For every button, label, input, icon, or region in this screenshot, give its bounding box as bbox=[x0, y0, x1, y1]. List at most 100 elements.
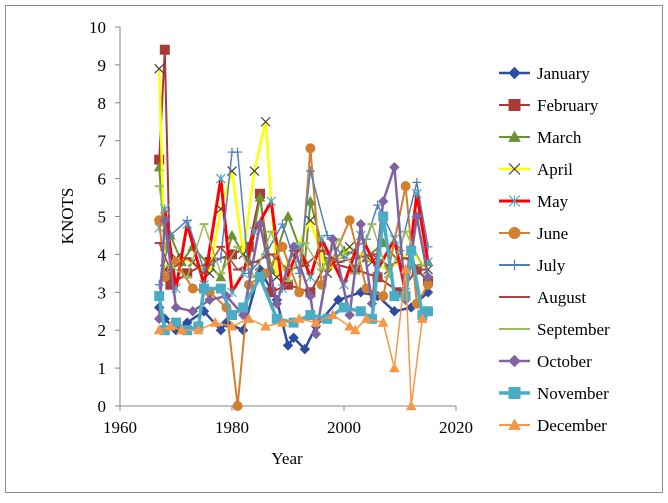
data-point-october bbox=[389, 162, 400, 173]
legend-label: November bbox=[537, 384, 609, 403]
data-point-december bbox=[344, 320, 355, 331]
data-point-october bbox=[254, 218, 266, 230]
y-tick-label: 3 bbox=[98, 283, 107, 302]
legend-marker-october bbox=[508, 354, 521, 368]
legend-item-october: October bbox=[499, 352, 592, 371]
legend: January February March April May June July Augu… bbox=[499, 64, 610, 435]
data-point-december bbox=[153, 324, 165, 335]
data-point-april bbox=[305, 215, 316, 226]
data-point-october bbox=[411, 211, 423, 222]
legend-label: July bbox=[537, 256, 566, 275]
legend-item-december: December bbox=[499, 416, 607, 435]
legend-marker-july bbox=[509, 259, 520, 271]
data-point-november bbox=[199, 283, 209, 294]
data-point-november bbox=[171, 317, 181, 328]
data-point-december bbox=[310, 317, 322, 327]
data-point-december bbox=[209, 317, 221, 327]
y-tick-label: 4 bbox=[98, 245, 107, 264]
legend-item-november: November bbox=[499, 384, 609, 403]
x-tick-label: 1960 bbox=[103, 418, 137, 437]
data-point-march bbox=[226, 229, 238, 240]
data-point-april bbox=[249, 166, 260, 176]
series-december bbox=[153, 264, 428, 411]
data-point-november bbox=[215, 283, 226, 294]
data-point-december bbox=[327, 309, 339, 320]
legend-label: January bbox=[537, 64, 590, 83]
data-point-december bbox=[277, 317, 288, 327]
y-tick-label: 1 bbox=[98, 359, 107, 378]
data-point-november bbox=[389, 291, 400, 302]
y-tick-label: 9 bbox=[98, 56, 107, 75]
legend-item-may: May bbox=[499, 192, 569, 211]
data-point-october bbox=[327, 234, 339, 245]
data-point-october bbox=[237, 309, 249, 321]
x-axis-label: Year bbox=[271, 449, 303, 468]
series-line-december bbox=[158, 268, 424, 407]
data-point-december bbox=[165, 320, 176, 331]
data-point-january bbox=[215, 324, 227, 336]
legend-label: April bbox=[537, 160, 573, 179]
legend-label: May bbox=[537, 192, 569, 211]
data-point-december bbox=[400, 264, 411, 274]
y-tick-label: 2 bbox=[98, 321, 107, 340]
data-point-may bbox=[215, 173, 226, 184]
data-point-december bbox=[260, 320, 271, 331]
y-tick-label: 0 bbox=[98, 397, 107, 416]
data-point-november bbox=[238, 302, 249, 313]
data-point-december bbox=[243, 313, 255, 323]
series-october bbox=[153, 162, 434, 340]
data-point-december bbox=[226, 320, 238, 331]
data-point-july bbox=[182, 215, 192, 225]
data-point-december bbox=[293, 313, 305, 323]
data-point-november bbox=[339, 302, 349, 313]
legend-label: March bbox=[537, 128, 582, 147]
y-tick-label: 5 bbox=[98, 208, 107, 227]
data-point-november bbox=[227, 310, 237, 321]
data-point-november bbox=[406, 245, 417, 256]
legend-item-april: April bbox=[499, 160, 573, 179]
data-point-june bbox=[305, 143, 316, 154]
y-axis-label: KNOTS bbox=[58, 188, 77, 245]
data-point-april bbox=[344, 241, 355, 252]
data-point-may bbox=[305, 272, 316, 283]
y-tick-label: 7 bbox=[98, 132, 107, 151]
data-point-october bbox=[159, 215, 171, 226]
data-point-october bbox=[204, 294, 215, 306]
legend-label: December bbox=[537, 416, 607, 435]
data-point-june bbox=[187, 283, 198, 294]
data-point-december bbox=[176, 324, 187, 335]
data-point-december bbox=[389, 362, 400, 373]
data-point-june bbox=[400, 181, 411, 192]
data-point-october bbox=[377, 196, 389, 207]
data-point-july bbox=[412, 177, 422, 187]
data-point-july bbox=[322, 230, 332, 240]
data-point-june bbox=[378, 291, 389, 302]
data-point-june bbox=[294, 287, 305, 298]
data-point-october bbox=[305, 290, 316, 302]
legend-item-september: September bbox=[499, 320, 610, 339]
series-layer bbox=[153, 44, 434, 411]
data-point-january bbox=[333, 294, 344, 306]
legend-item-january: January bbox=[499, 64, 590, 83]
legend-marker-june bbox=[508, 227, 521, 239]
data-point-november bbox=[154, 291, 165, 302]
y-tick-label: 8 bbox=[98, 94, 107, 113]
data-point-april bbox=[260, 116, 271, 127]
legend-marker-february bbox=[508, 99, 521, 111]
data-point-november bbox=[255, 272, 265, 283]
data-point-march bbox=[305, 195, 316, 206]
data-point-march bbox=[254, 192, 266, 202]
data-point-december bbox=[361, 313, 372, 323]
axes bbox=[115, 26, 457, 411]
series-november bbox=[154, 211, 433, 336]
data-point-july bbox=[373, 200, 383, 210]
data-point-october bbox=[288, 241, 299, 253]
legend-marker-april bbox=[508, 163, 521, 175]
data-point-november bbox=[355, 306, 366, 317]
legend-item-june: June bbox=[499, 224, 568, 243]
data-point-december bbox=[193, 324, 204, 335]
data-point-july bbox=[216, 253, 226, 263]
legend-marker-may bbox=[508, 195, 521, 207]
x-tick-label: 1980 bbox=[215, 418, 249, 437]
